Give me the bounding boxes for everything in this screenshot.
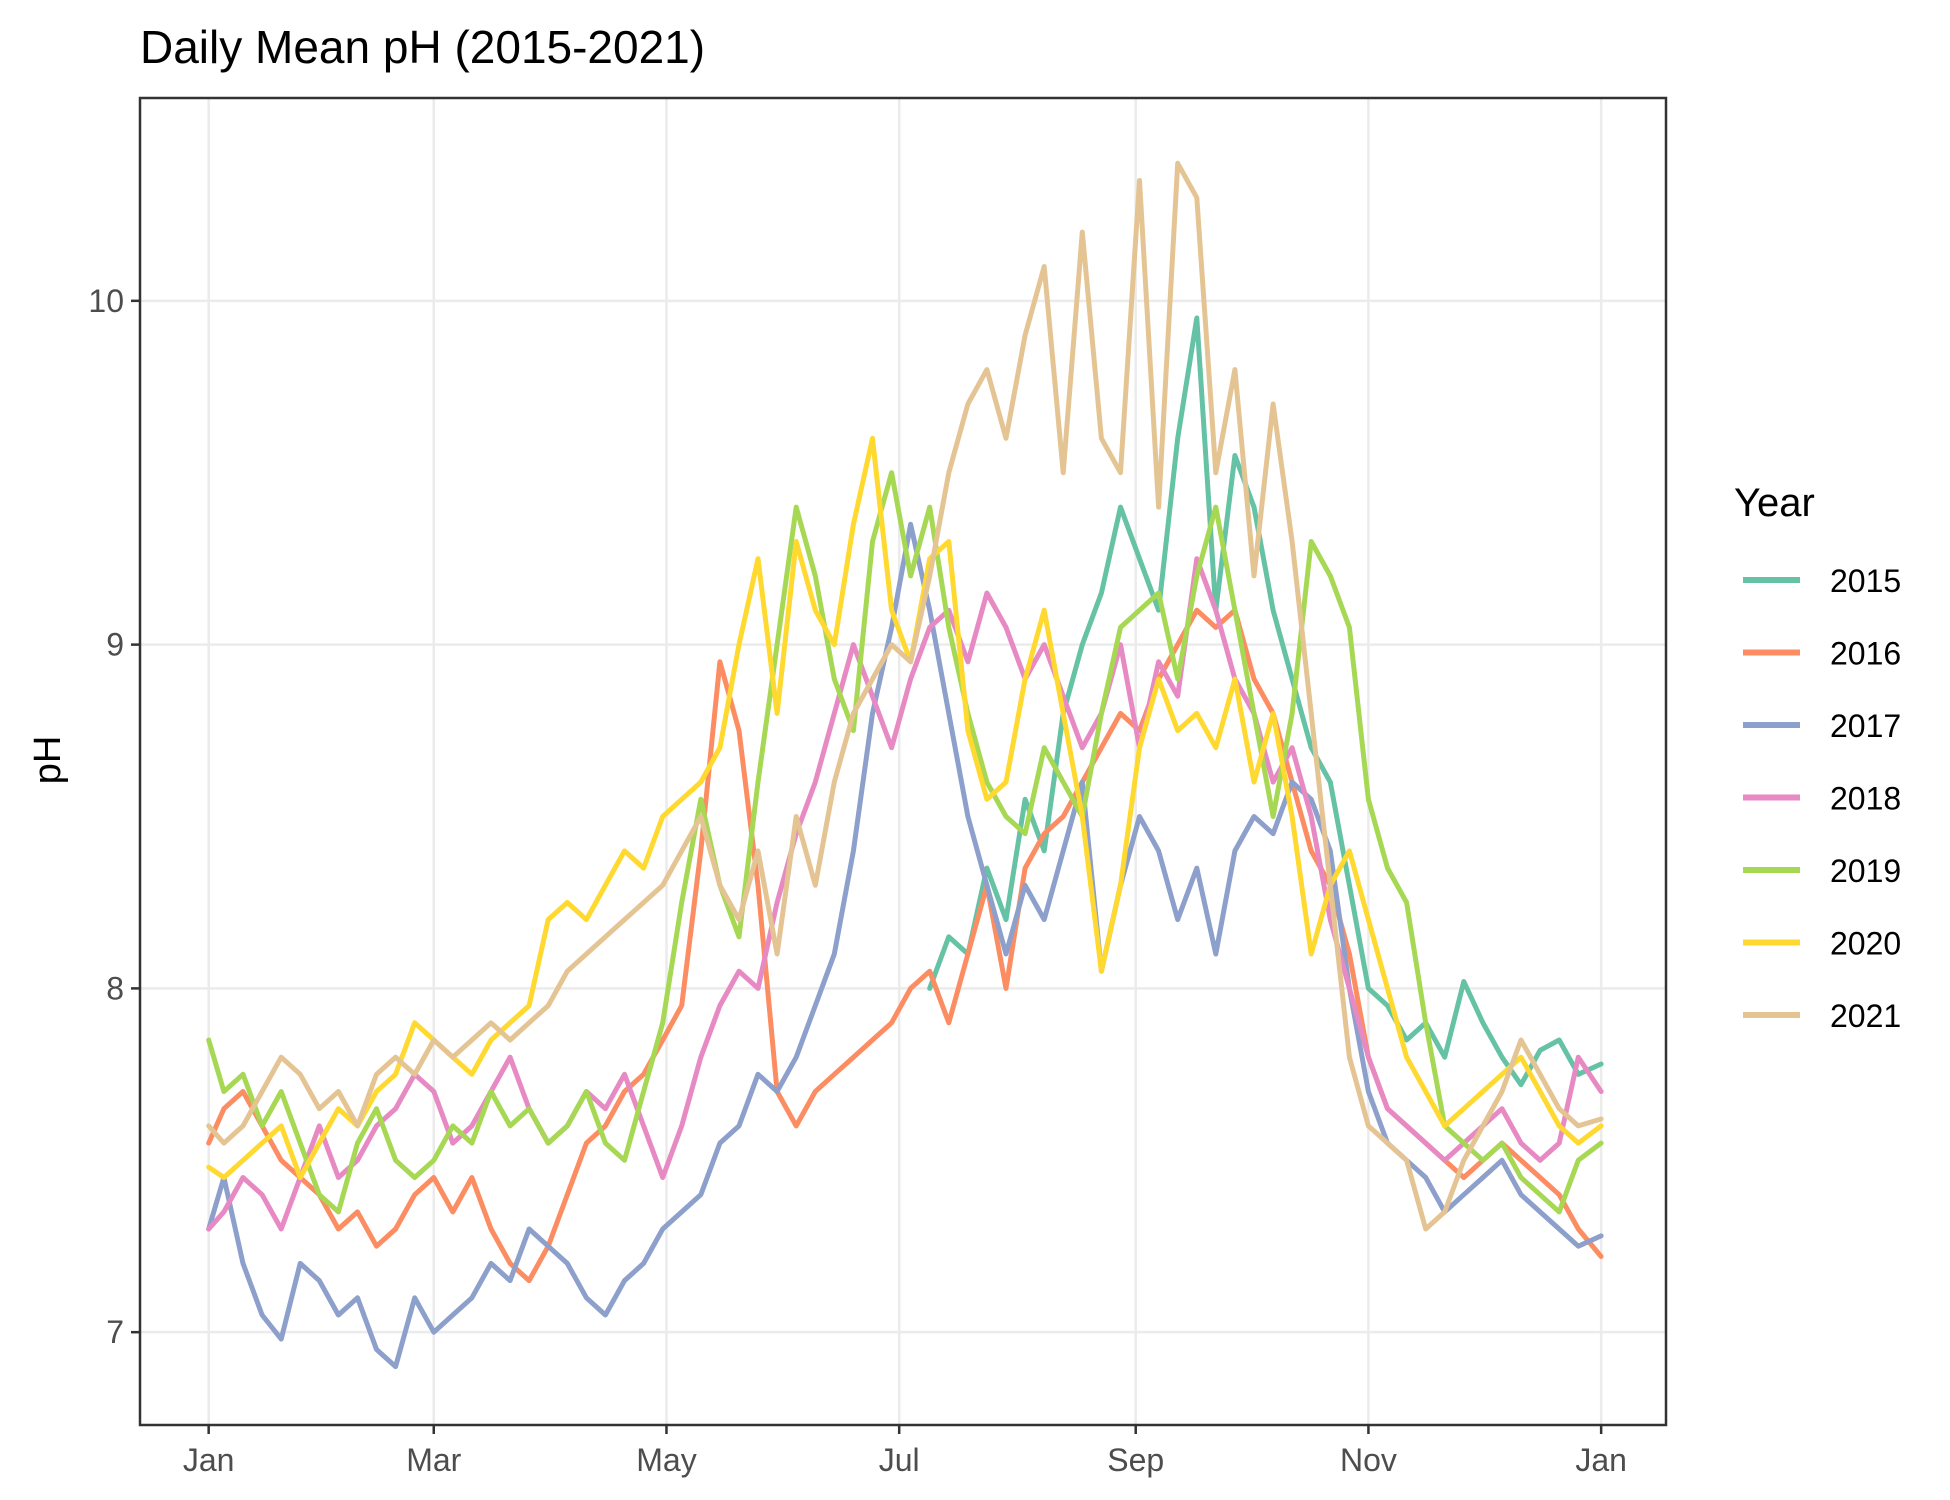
series-line-2018 [206,556,1604,1232]
panel-border [138,96,1668,1427]
legend-label: 2017 [1830,708,1901,744]
x-tick-label: Nov [1340,1442,1397,1478]
legend-label: 2019 [1830,853,1901,889]
series-line-2021 [206,160,1604,1232]
x-tick-label: May [636,1442,696,1478]
panel-background [140,98,1666,1425]
legend-label: 2015 [1830,563,1901,599]
y-tick-label: 7 [106,1314,124,1350]
legend: Year 2015 2016 2017 2018 2019 2020 2021 [1734,481,1901,1034]
legend-item-2020: 2020 [1743,926,1901,962]
y-tick-label: 9 [106,627,124,663]
legend-item-2021: 2021 [1743,998,1901,1034]
legend-item-2019: 2019 [1743,853,1901,889]
series-line-2019 [206,470,1604,1215]
legend-label: 2021 [1830,998,1901,1034]
legend-title: Year [1734,481,1815,525]
series-line-2017 [206,521,1604,1370]
legend-label: 2018 [1830,781,1901,817]
x-tick-label: Jan [1575,1442,1627,1478]
legend-item-2015: 2015 [1743,563,1901,599]
plot-area: Jan Mar May Jul Sep Nov Jan 7 8 9 10 [88,96,1668,1478]
x-tick-label: Jan [183,1442,235,1478]
chart-title: Daily Mean pH (2015-2021) [140,21,705,73]
x-tick-label: Mar [406,1442,461,1478]
x-tick-label: Sep [1107,1442,1164,1478]
legend-label: 2020 [1830,926,1901,962]
y-tick-label: 10 [88,283,124,319]
legend-item-2018: 2018 [1743,781,1901,817]
x-tick-label: Jul [879,1442,920,1478]
legend-item-2016: 2016 [1743,636,1901,672]
legend-item-2017: 2017 [1743,708,1901,744]
y-axis-title: pH [27,736,69,785]
legend-label: 2016 [1830,636,1901,672]
y-tick-label: 8 [106,970,124,1006]
